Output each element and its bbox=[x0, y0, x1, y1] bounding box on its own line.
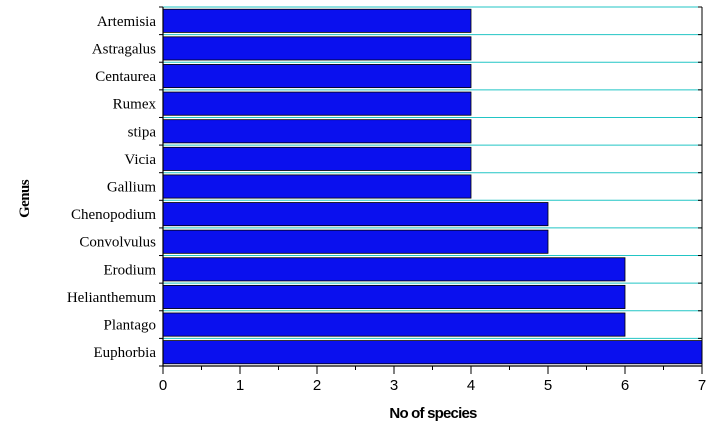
bar-artemisia bbox=[162, 8, 472, 33]
x-tick-label: 6 bbox=[621, 377, 629, 394]
bar-erodium bbox=[162, 257, 626, 282]
bar-centaurea bbox=[162, 64, 472, 89]
x-tick-label: 3 bbox=[390, 377, 398, 394]
y-axis-title: Genus bbox=[17, 179, 33, 218]
bar-convolvulus bbox=[162, 229, 549, 254]
bar-chenopodium bbox=[162, 202, 549, 227]
category-labels: Artemisia Astragalus Centaurea Rumex stipa Vi… bbox=[67, 14, 157, 361]
bar-gallium bbox=[162, 174, 472, 199]
x-tick-label: 2 bbox=[313, 377, 321, 394]
category-label: Vicia bbox=[124, 152, 156, 168]
bar-rumex bbox=[162, 91, 472, 116]
bar-helianthemum bbox=[162, 284, 626, 309]
category-label: Chenopodium bbox=[71, 207, 156, 223]
bar-astragalus bbox=[162, 36, 472, 61]
bar-euphorbia bbox=[162, 340, 703, 365]
category-label: Helianthemum bbox=[67, 290, 156, 306]
category-label: Euphorbia bbox=[94, 345, 157, 361]
category-label: Plantago bbox=[104, 318, 157, 334]
category-label: Artemisia bbox=[97, 14, 156, 30]
category-label: stipa bbox=[128, 124, 157, 140]
x-axis-title: No of species bbox=[389, 405, 477, 422]
x-tick-label: 0 bbox=[159, 377, 167, 394]
x-tick-labels: 0 1 2 3 4 5 6 7 bbox=[159, 377, 706, 394]
axes bbox=[159, 6, 703, 374]
bar-plantago bbox=[162, 312, 626, 337]
x-tick-label: 5 bbox=[544, 377, 552, 394]
x-tick-label: 7 bbox=[698, 377, 706, 394]
category-label: Erodium bbox=[104, 262, 157, 278]
x-tick-label: 4 bbox=[467, 377, 475, 394]
x-tick-label: 1 bbox=[236, 377, 244, 394]
bar-stipa bbox=[162, 119, 472, 144]
category-label: Gallium bbox=[107, 180, 156, 196]
category-label: Centaurea bbox=[95, 69, 156, 85]
category-label: Rumex bbox=[113, 97, 157, 113]
category-label: Astragalus bbox=[92, 41, 156, 57]
category-label: Convolvulus bbox=[79, 235, 156, 251]
bars bbox=[162, 8, 703, 365]
bar-vicia bbox=[162, 146, 472, 171]
